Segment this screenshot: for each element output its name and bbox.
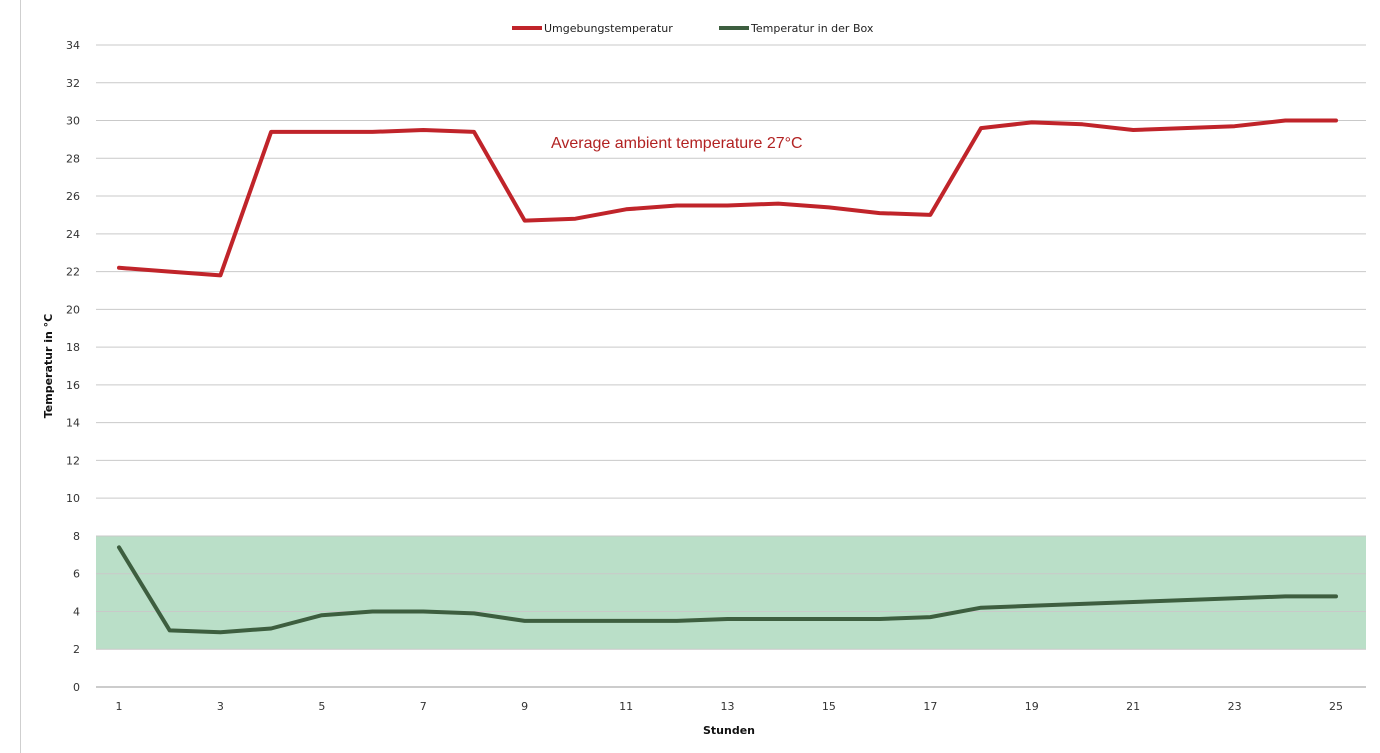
x-tick-label: 13: [721, 700, 735, 713]
y-tick-label: 4: [73, 605, 80, 618]
x-tick-label: 9: [521, 700, 528, 713]
y-tick-label: 26: [66, 190, 80, 203]
x-tick-label: 19: [1025, 700, 1039, 713]
target-range-band: [96, 535, 1366, 650]
y-tick-label: 0: [73, 681, 80, 694]
series-line-ambient: [117, 118, 1338, 278]
y-tick-label: 34: [66, 39, 80, 52]
x-axis-title: Stunden: [703, 724, 755, 737]
legend: Umgebungstemperatur Temperatur in der Box: [512, 22, 874, 35]
x-tick-label: 5: [318, 700, 325, 713]
y-tick-label: 24: [66, 228, 80, 241]
x-tick-label: 1: [116, 700, 123, 713]
x-tick-label: 17: [923, 700, 937, 713]
legend-label: Umgebungstemperatur: [544, 22, 673, 35]
x-tick-label: 23: [1228, 700, 1242, 713]
annotation-average-ambient: Average ambient temperature 27°C: [551, 135, 803, 152]
x-tick-label: 3: [217, 700, 224, 713]
legend-label: Temperatur in der Box: [750, 22, 874, 35]
y-tick-label: 12: [66, 454, 80, 467]
y-tick-label: 16: [66, 379, 80, 392]
x-tick-label: 21: [1126, 700, 1140, 713]
y-tick-label: 22: [66, 266, 80, 279]
y-axis-title: Temperatur in °C: [42, 314, 55, 419]
series-line-box: [117, 545, 1338, 635]
band-rect: [96, 535, 1366, 650]
y-tick-label: 18: [66, 341, 80, 354]
y-tick-label: 10: [66, 492, 80, 505]
x-tick-label: 7: [420, 700, 427, 713]
x-tick-labels: 1 3 5 7 9 11 13 15 17 19 21 23 25: [116, 700, 1344, 713]
x-tick-label: 25: [1329, 700, 1343, 713]
y-tick-label: 8: [73, 530, 80, 543]
y-tick-label: 14: [66, 417, 80, 430]
y-tick-label: 28: [66, 152, 80, 165]
y-tick-label: 6: [73, 568, 80, 581]
left-border-line: [20, 0, 21, 753]
x-tick-label: 15: [822, 700, 836, 713]
x-tick-label: 11: [619, 700, 633, 713]
y-tick-label: 30: [66, 115, 80, 128]
series-lines: [117, 118, 1338, 635]
gridlines: [96, 44, 1366, 650]
y-tick-label: 20: [66, 303, 80, 316]
y-tick-label: 32: [66, 77, 80, 90]
y-tick-label: 2: [73, 643, 80, 656]
